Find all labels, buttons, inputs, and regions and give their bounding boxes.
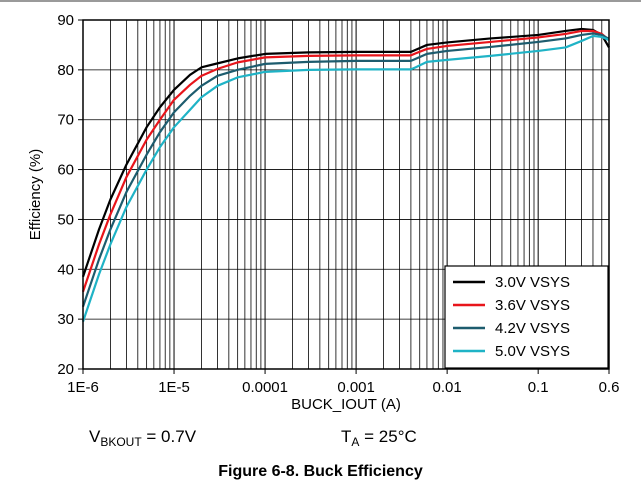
series-line-4 (81, 34, 610, 322)
y-axis-ticks: 20 30 40 50 60 70 80 90 (57, 12, 83, 378)
x-axis-ticks: 1E-6 1E-5 0.0001 0.001 0.01 0.1 0.6 (67, 369, 619, 396)
ta-condition: TA = 25°C (341, 427, 417, 449)
x-tick-label: 0.0001 (242, 379, 288, 396)
x-tick-label: 0.6 (599, 379, 620, 396)
top-rule (0, 0, 641, 2)
series-lines (81, 27, 610, 322)
legend-label-1: 3.0V VSYS (495, 274, 570, 291)
y-tick-label: 50 (57, 211, 74, 228)
x-axis-label: BUCK_IOUT (A) (291, 396, 401, 413)
figure-caption: Figure 6-8. Buck Efficiency (218, 463, 423, 480)
series-line-3 (81, 32, 610, 308)
y-tick-label: 60 (57, 162, 74, 179)
legend-label-3: 4.2V VSYS (495, 320, 570, 337)
y-tick-label: 80 (57, 62, 74, 79)
x-tick-label: 1E-6 (67, 379, 99, 396)
ta-subscript: A (351, 435, 360, 449)
x-tick-label: 0.1 (528, 379, 549, 396)
series-line-1 (81, 27, 610, 278)
series-line-2 (81, 29, 610, 293)
legend: 3.0V VSYS 3.6V VSYS 4.2V VSYS 5.0V VSYS (444, 265, 609, 369)
y-tick-label: 70 (57, 112, 74, 129)
legend-label-4: 5.0V VSYS (495, 343, 570, 360)
legend-label-2: 3.6V VSYS (495, 297, 570, 314)
vbkout-value: = 0.7V (141, 427, 197, 446)
y-tick-label: 30 (57, 311, 74, 328)
x-tick-label: 0.01 (433, 379, 462, 396)
vbkout-subscript: BKOUT (100, 435, 142, 449)
y-axis-label: Efficiency (%) (27, 149, 44, 240)
plot-frame (82, 19, 610, 370)
vbkout-condition: VBKOUT = 0.7V (89, 427, 196, 449)
ta-value: = 25°C (359, 427, 417, 446)
x-tick-label: 0.001 (337, 379, 375, 396)
y-tick-label: 20 (57, 361, 74, 378)
x-tick-label: 1E-5 (158, 379, 190, 396)
y-tick-label: 90 (57, 12, 74, 29)
vbkout-symbol: V (89, 427, 101, 446)
y-tick-label: 40 (57, 261, 74, 278)
ta-symbol: T (341, 427, 352, 446)
